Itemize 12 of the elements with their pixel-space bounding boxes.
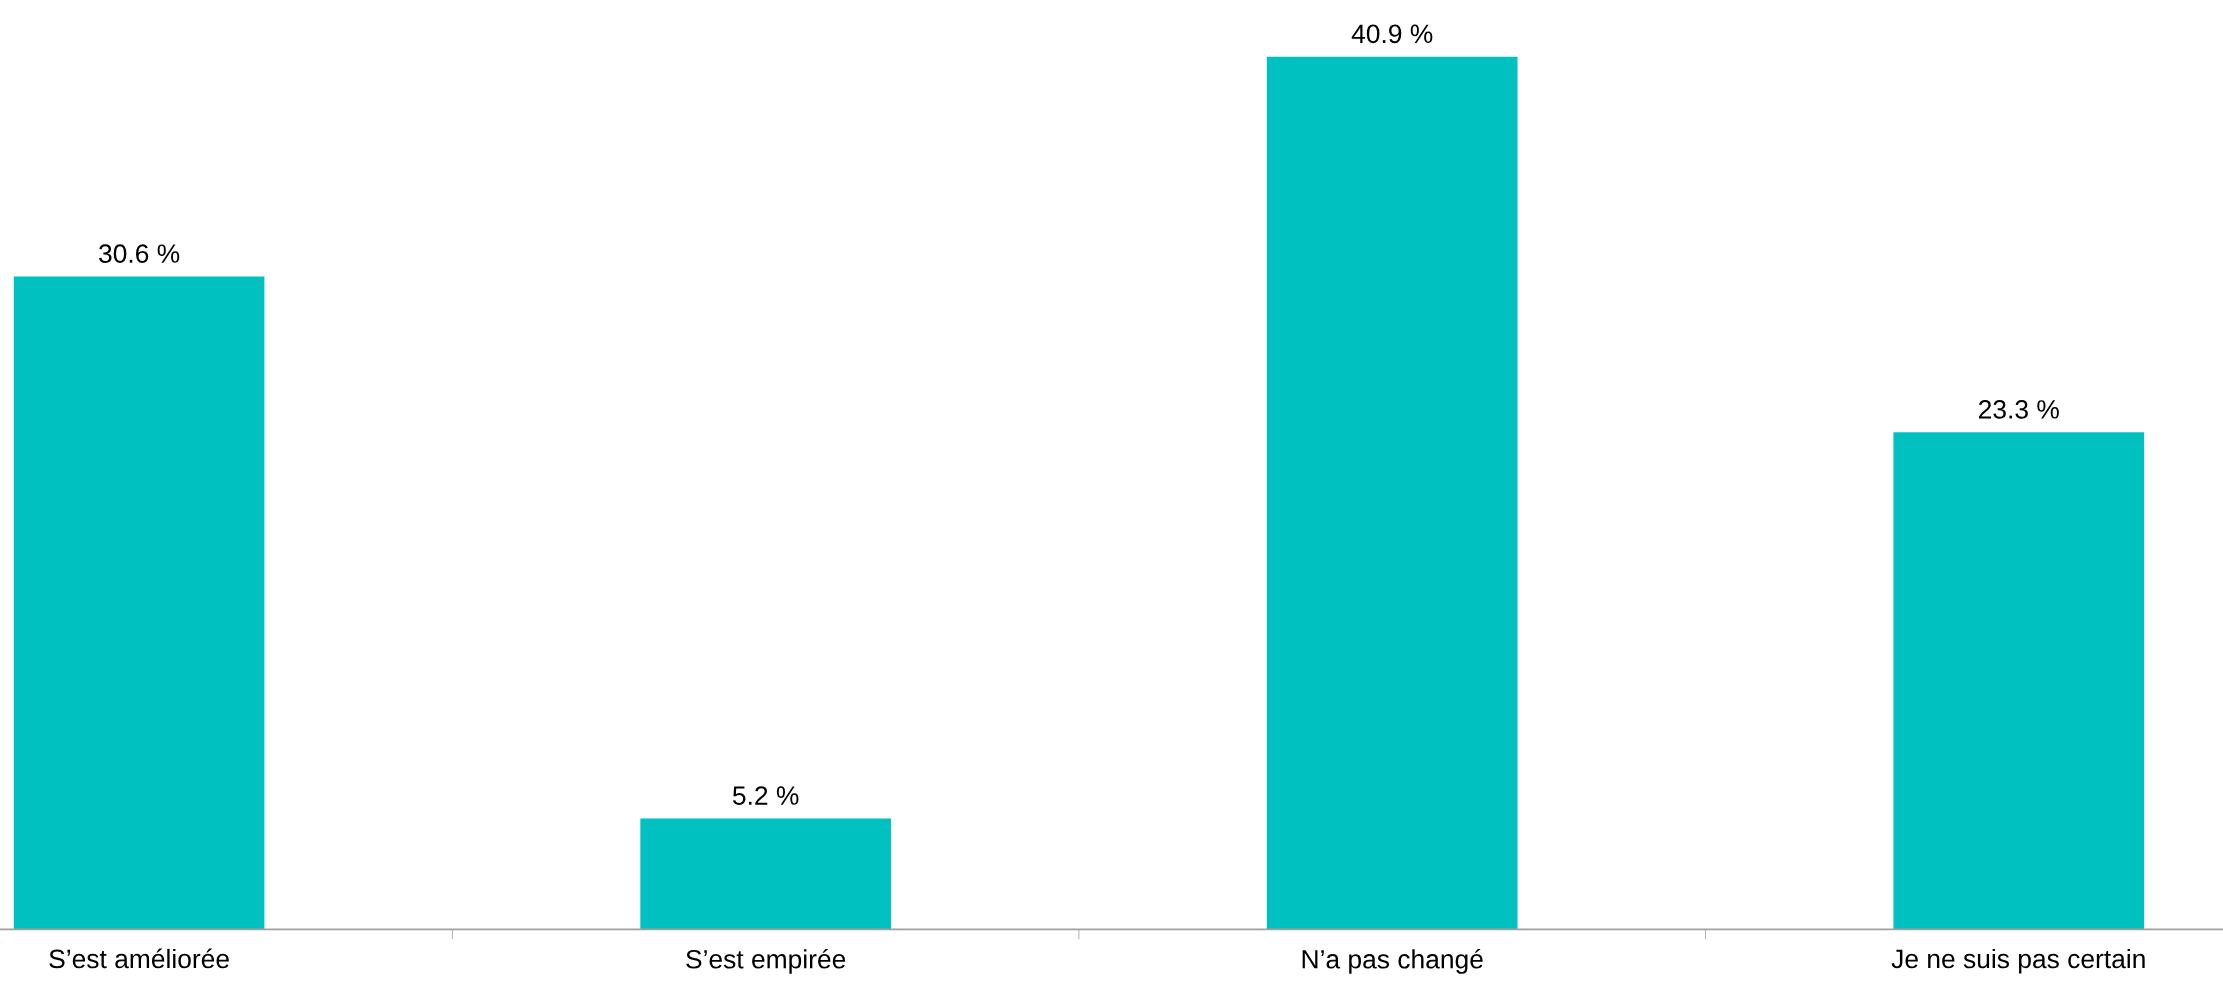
data-label: 23.3 % — [1979, 400, 2059, 419]
x-tick-label: Je ne suis pas certain — [1891, 948, 2145, 974]
data-label: 30.6 % — [99, 244, 180, 263]
bar — [1893, 432, 2145, 930]
bar — [640, 818, 891, 930]
x-tick-label: S’est améliorée — [49, 948, 229, 969]
bar — [13, 276, 265, 930]
data-label: 40.9 % — [1351, 24, 1433, 44]
data-label: 5.2 % — [732, 786, 799, 805]
x-tick-label: N’a pas changé — [1302, 948, 1483, 974]
bar — [1266, 56, 1518, 930]
x-tick-label: S’est empirée — [686, 948, 846, 974]
